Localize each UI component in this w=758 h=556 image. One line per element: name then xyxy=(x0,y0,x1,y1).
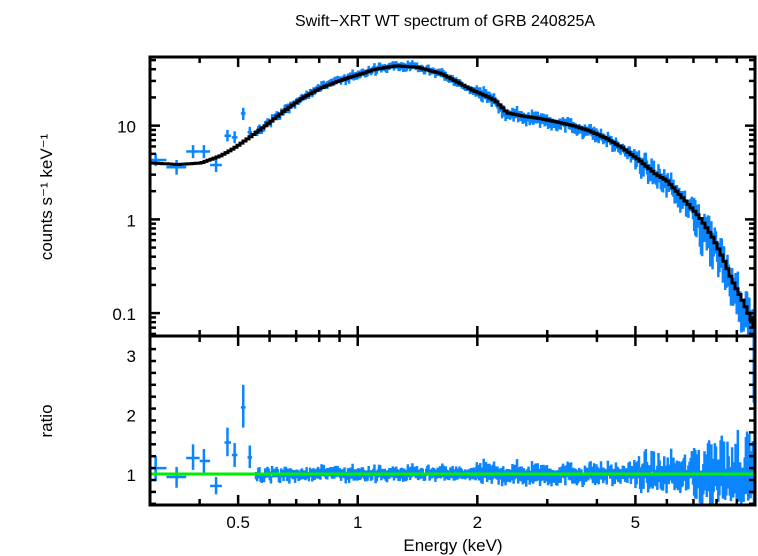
ratio-y-axis-label: ratio xyxy=(37,404,56,437)
data-point xyxy=(199,145,211,159)
ratio-point xyxy=(247,445,253,469)
spectrum-frame xyxy=(148,55,757,338)
data-point xyxy=(231,131,238,144)
ratio-tick-label: 2 xyxy=(127,407,136,426)
spectrum-y-ticks: 0.1 1 10 xyxy=(112,58,755,336)
ratio-data-series xyxy=(150,336,755,505)
y-tick-label: 10 xyxy=(117,118,136,137)
ratio-tick-label: 3 xyxy=(127,347,136,366)
ratio-point xyxy=(224,427,232,457)
ratio-point xyxy=(166,466,187,488)
x-tick-label: 1 xyxy=(353,513,362,532)
ratio-frame xyxy=(148,334,757,507)
y-tick-label: 1 xyxy=(127,211,136,230)
ratio-point xyxy=(210,477,222,495)
x-ticks: 0.5 1 2 5 xyxy=(148,57,757,532)
data-point xyxy=(210,158,222,173)
axes-frames xyxy=(148,55,757,507)
ratio-panel: 1 2 3 ratio xyxy=(37,336,755,506)
ratio-point xyxy=(186,444,200,470)
data-point xyxy=(166,160,187,175)
model-curve-group xyxy=(150,64,755,328)
ratio-point xyxy=(199,449,211,473)
ratio-point xyxy=(231,443,238,467)
x-tick-label: 2 xyxy=(473,513,482,532)
spectrum-panel: 0.1 1 10 counts s⁻¹ keV⁻¹ xyxy=(37,58,755,336)
model-curve xyxy=(150,64,755,328)
spectrum-data-series xyxy=(150,60,755,336)
data-point xyxy=(224,129,232,142)
x-tick-label: 5 xyxy=(631,513,640,532)
x-tick-label: 0.5 xyxy=(226,513,250,532)
ratio-tick-label: 1 xyxy=(127,466,136,485)
data-point xyxy=(240,107,246,120)
chart-title: Swift−XRT WT spectrum of GRB 240825A xyxy=(295,13,595,30)
x-axis-label: Energy (keV) xyxy=(403,536,502,555)
y-tick-label: 0.1 xyxy=(112,305,136,324)
spectrum-y-axis-label: counts s⁻¹ keV⁻¹ xyxy=(37,133,56,260)
data-point xyxy=(186,145,200,159)
ratio-point xyxy=(240,384,246,428)
